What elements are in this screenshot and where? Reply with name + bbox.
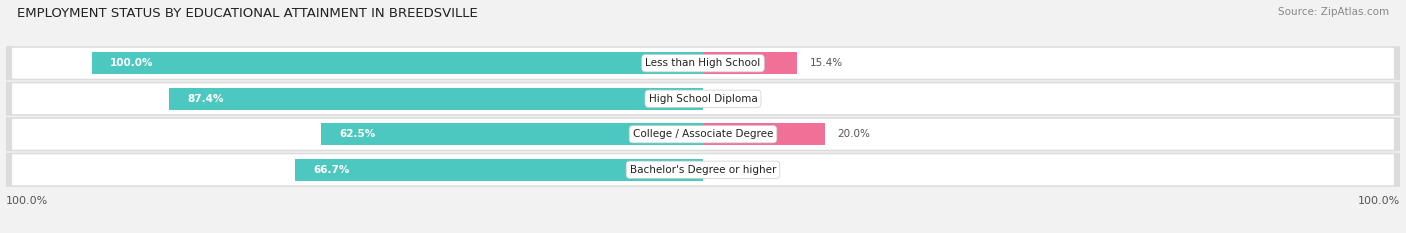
Text: 66.7%: 66.7% [314,165,350,175]
Bar [703,52,797,74]
Text: College / Associate Degree: College / Associate Degree [633,129,773,139]
Text: EMPLOYMENT STATUS BY EDUCATIONAL ATTAINMENT IN BREEDSVILLE: EMPLOYMENT STATUS BY EDUCATIONAL ATTAINM… [17,7,478,20]
FancyBboxPatch shape [6,82,1400,116]
Text: 100.0%: 100.0% [1358,196,1400,206]
Text: Source: ZipAtlas.com: Source: ZipAtlas.com [1278,7,1389,17]
FancyBboxPatch shape [13,154,1393,185]
Bar [703,123,825,145]
Text: 20.0%: 20.0% [838,129,870,139]
Text: Bachelor's Degree or higher: Bachelor's Degree or higher [630,165,776,175]
Text: High School Diploma: High School Diploma [648,94,758,104]
Bar [169,88,703,110]
FancyBboxPatch shape [13,48,1393,79]
Text: 62.5%: 62.5% [339,129,375,139]
FancyBboxPatch shape [13,119,1393,150]
Text: 100.0%: 100.0% [110,58,153,68]
Text: 0.0%: 0.0% [716,165,741,175]
Text: 0.0%: 0.0% [716,94,741,104]
FancyBboxPatch shape [6,46,1400,80]
Text: 87.4%: 87.4% [187,94,224,104]
Text: Less than High School: Less than High School [645,58,761,68]
FancyBboxPatch shape [6,153,1400,187]
Text: 15.4%: 15.4% [810,58,842,68]
FancyBboxPatch shape [13,83,1393,114]
FancyBboxPatch shape [6,117,1400,151]
Text: 100.0%: 100.0% [6,196,48,206]
Bar [321,123,703,145]
Bar [295,159,703,181]
Bar [91,52,703,74]
